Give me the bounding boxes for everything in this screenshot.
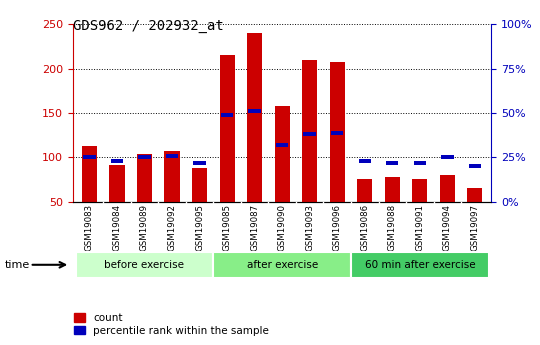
- Bar: [357, 179, 372, 202]
- Text: GSM19093: GSM19093: [305, 204, 314, 251]
- Bar: [165, 151, 180, 202]
- FancyBboxPatch shape: [76, 252, 213, 278]
- Text: GSM19089: GSM19089: [140, 204, 149, 251]
- Bar: [331, 130, 343, 135]
- Text: time: time: [4, 260, 30, 270]
- Bar: [82, 146, 97, 202]
- Text: GDS962 / 202932_at: GDS962 / 202932_at: [73, 19, 224, 33]
- Bar: [440, 175, 455, 202]
- Text: GSM19085: GSM19085: [222, 204, 232, 252]
- Text: GSM19090: GSM19090: [278, 204, 287, 251]
- Bar: [302, 60, 318, 202]
- Text: before exercise: before exercise: [104, 260, 185, 270]
- Bar: [247, 33, 262, 202]
- Bar: [467, 188, 482, 202]
- Bar: [110, 165, 125, 202]
- Bar: [359, 159, 371, 163]
- Bar: [138, 155, 151, 159]
- FancyBboxPatch shape: [213, 252, 351, 278]
- Bar: [384, 177, 400, 202]
- Bar: [414, 161, 426, 165]
- Text: GSM19083: GSM19083: [85, 204, 94, 252]
- Bar: [441, 155, 454, 159]
- Text: GSM19087: GSM19087: [250, 204, 259, 252]
- Bar: [221, 113, 233, 117]
- Bar: [303, 132, 316, 136]
- Text: GSM19084: GSM19084: [112, 204, 122, 252]
- Text: GSM19086: GSM19086: [360, 204, 369, 252]
- Bar: [220, 55, 235, 202]
- Bar: [274, 106, 290, 202]
- Bar: [329, 62, 345, 202]
- Bar: [166, 154, 178, 158]
- Bar: [386, 161, 399, 165]
- Legend: count, percentile rank within the sample: count, percentile rank within the sample: [70, 309, 273, 340]
- Text: after exercise: after exercise: [247, 260, 318, 270]
- Bar: [193, 161, 206, 165]
- Bar: [111, 159, 123, 163]
- Text: GSM19097: GSM19097: [470, 204, 480, 251]
- Text: GSM19095: GSM19095: [195, 204, 204, 251]
- Bar: [276, 143, 288, 147]
- Bar: [248, 109, 261, 113]
- Text: GSM19094: GSM19094: [443, 204, 452, 251]
- Bar: [137, 154, 152, 202]
- Bar: [192, 168, 207, 202]
- Text: GSM19096: GSM19096: [333, 204, 342, 251]
- Bar: [412, 179, 427, 202]
- Text: GSM19088: GSM19088: [388, 204, 397, 252]
- Bar: [83, 155, 96, 159]
- Text: GSM19091: GSM19091: [415, 204, 424, 251]
- FancyBboxPatch shape: [351, 252, 489, 278]
- Text: GSM19092: GSM19092: [167, 204, 177, 251]
- Text: 60 min after exercise: 60 min after exercise: [364, 260, 475, 270]
- Bar: [469, 164, 481, 168]
